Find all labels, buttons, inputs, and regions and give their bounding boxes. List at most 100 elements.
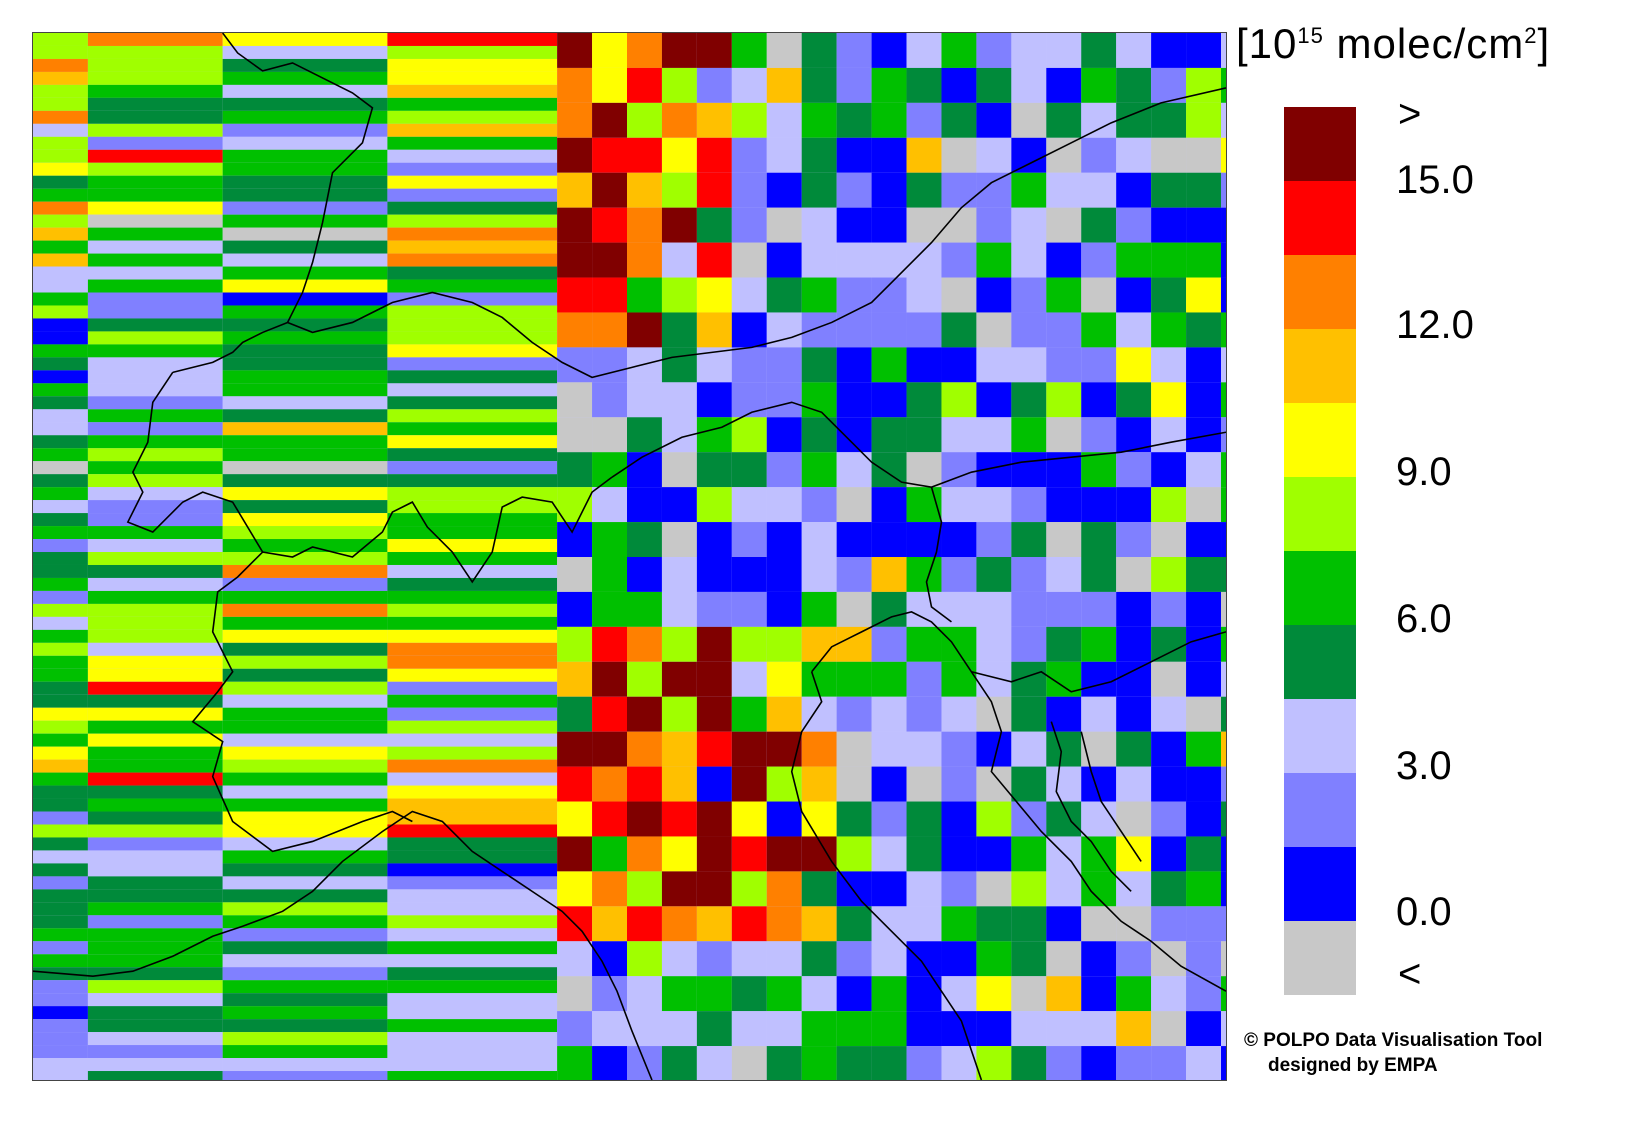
grid-cell xyxy=(33,915,88,929)
grid-cell xyxy=(801,766,837,802)
map-panel[interactable] xyxy=(32,32,1227,1081)
grid-cell xyxy=(1081,312,1117,348)
grid-cell xyxy=(87,590,223,604)
grid-cell xyxy=(1151,976,1187,1012)
grid-cell xyxy=(387,370,558,384)
grid-cell xyxy=(627,137,662,173)
grid-cell xyxy=(387,655,558,669)
grid-cell xyxy=(696,731,732,767)
grid-cell xyxy=(87,824,223,838)
grid-cell xyxy=(941,801,977,837)
grid-cell xyxy=(557,1011,593,1047)
grid-cell xyxy=(696,137,732,173)
grid-cell xyxy=(1081,452,1117,488)
grid-cell xyxy=(731,1046,767,1080)
grid-cell xyxy=(1221,661,1226,697)
grid-cell xyxy=(87,746,223,760)
grid-cell xyxy=(87,97,223,111)
grid-cell xyxy=(1221,871,1226,907)
grid-cell xyxy=(836,207,872,243)
grid-cell xyxy=(33,889,88,903)
grid-cell xyxy=(387,110,558,124)
grid-cell xyxy=(33,487,88,501)
grid-cell xyxy=(1046,347,1082,383)
colorbar-swatch-8 xyxy=(1284,699,1356,773)
grid-cell xyxy=(592,906,628,942)
grid-cell xyxy=(222,253,388,267)
grid-cell xyxy=(87,889,223,903)
grid-cell xyxy=(766,137,802,173)
grid-cell xyxy=(87,240,223,254)
grid-cell xyxy=(87,110,223,124)
grid-cell xyxy=(87,474,223,488)
grid-cell xyxy=(1116,731,1152,767)
grid-cell xyxy=(871,207,907,243)
grid-cell xyxy=(1046,312,1082,348)
grid-cell xyxy=(387,941,558,955)
grid-cell xyxy=(33,331,88,345)
grid-cell xyxy=(33,357,88,371)
grid-cell xyxy=(87,214,223,228)
grid-cell xyxy=(1081,871,1117,907)
grid-cell xyxy=(222,201,388,215)
grid-cell xyxy=(222,435,388,449)
grid-cell xyxy=(33,422,88,436)
grid-cell xyxy=(627,626,662,662)
grid-cell xyxy=(387,694,558,708)
grid-cell xyxy=(941,556,977,592)
grid-cell xyxy=(941,242,977,278)
grid-cell xyxy=(1116,172,1152,208)
grid-cell xyxy=(1046,906,1082,942)
grid-cell xyxy=(1116,347,1152,383)
pixel-grid xyxy=(33,33,1226,1080)
grid-cell xyxy=(387,253,558,267)
grid-cell xyxy=(387,396,558,410)
grid-cell xyxy=(387,526,558,540)
grid-cell xyxy=(1116,452,1152,488)
border-alps-south xyxy=(611,401,1226,488)
grid-cell xyxy=(387,1032,558,1046)
grid-cell xyxy=(941,661,977,697)
grid-cell xyxy=(222,149,388,163)
grid-cell xyxy=(661,452,697,488)
colorbar-swatch-0 xyxy=(1284,107,1356,181)
grid-cell xyxy=(627,102,662,138)
colorbar-swatch-3 xyxy=(1284,329,1356,403)
grid-cell xyxy=(941,312,977,348)
grid-cell xyxy=(1046,137,1082,173)
grid-cell xyxy=(1151,347,1187,383)
grid-cell xyxy=(941,487,977,523)
grid-cell xyxy=(87,655,223,669)
grid-cell xyxy=(906,522,942,557)
grid-cell xyxy=(627,976,662,1012)
grid-cell xyxy=(766,172,802,208)
grid-cell xyxy=(1116,522,1152,557)
grid-cell xyxy=(661,696,697,732)
grid-cell xyxy=(87,798,223,812)
grid-cell xyxy=(387,227,558,241)
grid-cell xyxy=(766,417,802,453)
grid-cell xyxy=(87,642,223,656)
grid-cell xyxy=(1151,33,1187,68)
grid-cell xyxy=(836,102,872,138)
grid-cell xyxy=(696,67,732,103)
grid-cell xyxy=(592,382,628,418)
grid-cell xyxy=(1046,1011,1082,1047)
grid-cell xyxy=(387,136,558,150)
grid-cell xyxy=(387,980,558,994)
grid-cell xyxy=(1151,766,1187,802)
grid-cell xyxy=(661,976,697,1012)
grid-cell xyxy=(696,172,732,208)
grid-cell xyxy=(592,661,628,697)
grid-cell xyxy=(1011,766,1047,802)
grid-cell xyxy=(941,1046,977,1080)
grid-cell xyxy=(87,136,223,150)
colorbar xyxy=(1284,107,1356,995)
grid-cell xyxy=(1186,207,1222,243)
grid-cell xyxy=(696,522,732,557)
grid-cell xyxy=(33,461,88,475)
grid-cell xyxy=(801,242,837,278)
grid-cell xyxy=(661,836,697,872)
grid-cell xyxy=(1116,591,1152,627)
grid-cell xyxy=(1081,137,1117,173)
